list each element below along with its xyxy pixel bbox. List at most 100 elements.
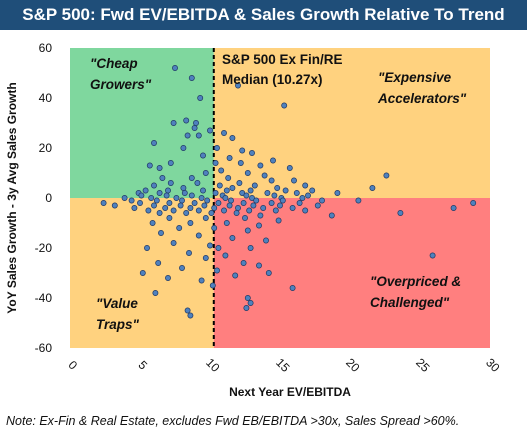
data-point xyxy=(256,222,262,229)
data-point xyxy=(275,217,282,224)
data-point xyxy=(279,197,286,204)
quadrant-label-expensive-accelerators: "Expensive xyxy=(378,70,452,85)
quadrant-label-value-traps: Traps" xyxy=(96,317,140,332)
data-point xyxy=(166,200,173,206)
data-point xyxy=(305,192,311,199)
data-point xyxy=(243,305,250,311)
data-point xyxy=(197,95,204,101)
data-point xyxy=(225,175,232,181)
y-tick-label: 0 xyxy=(45,191,52,205)
data-point xyxy=(235,205,241,211)
y-axis-title: YoY Sales Growth - 3y Avg Sales Growth xyxy=(5,82,19,313)
data-point xyxy=(184,132,191,139)
data-point xyxy=(302,182,309,189)
x-tick-label: 25 xyxy=(413,355,433,375)
data-point xyxy=(167,180,174,186)
data-point xyxy=(286,165,293,171)
y-tick-label: -60 xyxy=(35,341,53,355)
data-point xyxy=(257,162,264,169)
data-point xyxy=(131,205,138,211)
data-point xyxy=(202,255,209,261)
data-point xyxy=(214,145,220,151)
data-point xyxy=(179,265,185,271)
data-point xyxy=(156,165,163,171)
data-point xyxy=(226,202,233,209)
data-point xyxy=(144,245,150,251)
x-tick-label: 15 xyxy=(273,355,293,375)
data-point xyxy=(233,210,240,216)
data-point xyxy=(145,207,152,214)
data-point xyxy=(265,270,272,276)
data-point xyxy=(208,210,215,216)
data-point xyxy=(191,200,198,206)
data-point xyxy=(272,207,279,214)
data-point xyxy=(163,192,170,199)
footnote: Note: Ex-Fin & Real Estate, excludes Fwd… xyxy=(6,414,460,428)
data-point xyxy=(256,262,262,269)
data-point xyxy=(181,190,188,196)
data-point xyxy=(165,187,171,194)
data-point xyxy=(151,182,157,189)
data-point xyxy=(264,190,271,196)
data-point xyxy=(146,162,153,169)
quadrant-label-overpriced-challenged: "Overpriced & xyxy=(370,274,461,289)
data-point xyxy=(261,172,268,179)
data-point xyxy=(221,130,227,136)
data-point xyxy=(128,197,135,204)
data-point xyxy=(237,160,244,166)
x-tick-label: 30 xyxy=(483,355,503,375)
y-tick-label: -40 xyxy=(35,291,53,305)
data-point xyxy=(188,175,195,181)
data-point xyxy=(429,252,436,259)
quadrant-label-overpriced-challenged: Challenged" xyxy=(370,295,450,310)
data-point xyxy=(207,242,213,249)
data-point xyxy=(214,267,220,274)
data-point xyxy=(215,200,222,206)
data-point xyxy=(212,160,219,166)
x-tick-label: 10 xyxy=(203,355,223,375)
x-axis-ticks: 0 5 10 15 20 25 30 xyxy=(66,355,503,375)
data-point xyxy=(179,197,185,204)
data-point xyxy=(204,197,211,204)
data-point xyxy=(166,215,173,221)
data-point xyxy=(240,200,247,206)
data-point xyxy=(172,65,178,71)
scatter-points xyxy=(100,65,477,319)
data-point xyxy=(170,207,177,214)
data-point xyxy=(249,195,255,201)
data-point xyxy=(289,285,296,291)
data-point xyxy=(270,157,276,164)
data-point xyxy=(319,197,325,204)
data-point xyxy=(282,187,289,194)
scatter-chart: "Cheap Growers" "Expensive Accelerators" "Va… xyxy=(5,41,503,399)
data-point xyxy=(289,205,296,211)
data-point xyxy=(277,202,283,209)
data-point xyxy=(397,210,404,216)
data-point xyxy=(247,245,254,251)
data-point xyxy=(268,200,275,206)
data-point xyxy=(162,205,169,211)
data-point xyxy=(309,187,316,194)
quadrant-label-cheap-growers: "Cheap xyxy=(90,56,138,71)
quadrant-cheap-growers xyxy=(70,48,214,198)
data-point xyxy=(111,202,118,209)
data-point xyxy=(249,150,255,156)
data-point xyxy=(158,230,164,236)
data-point xyxy=(215,245,222,251)
quadrant-label-expensive-accelerators: Accelerators" xyxy=(377,91,467,106)
data-point xyxy=(184,307,191,314)
y-tick-label: 40 xyxy=(39,91,53,105)
data-point xyxy=(247,187,254,194)
data-point xyxy=(121,195,128,201)
data-point xyxy=(188,192,195,199)
data-point xyxy=(156,210,163,216)
x-tick-label: 20 xyxy=(343,355,363,375)
data-point xyxy=(142,187,149,194)
data-point xyxy=(155,260,162,266)
data-point xyxy=(156,190,163,196)
data-point xyxy=(137,200,143,206)
data-point xyxy=(222,195,229,201)
data-point xyxy=(250,202,257,209)
data-point xyxy=(216,182,223,189)
data-point xyxy=(253,197,260,204)
